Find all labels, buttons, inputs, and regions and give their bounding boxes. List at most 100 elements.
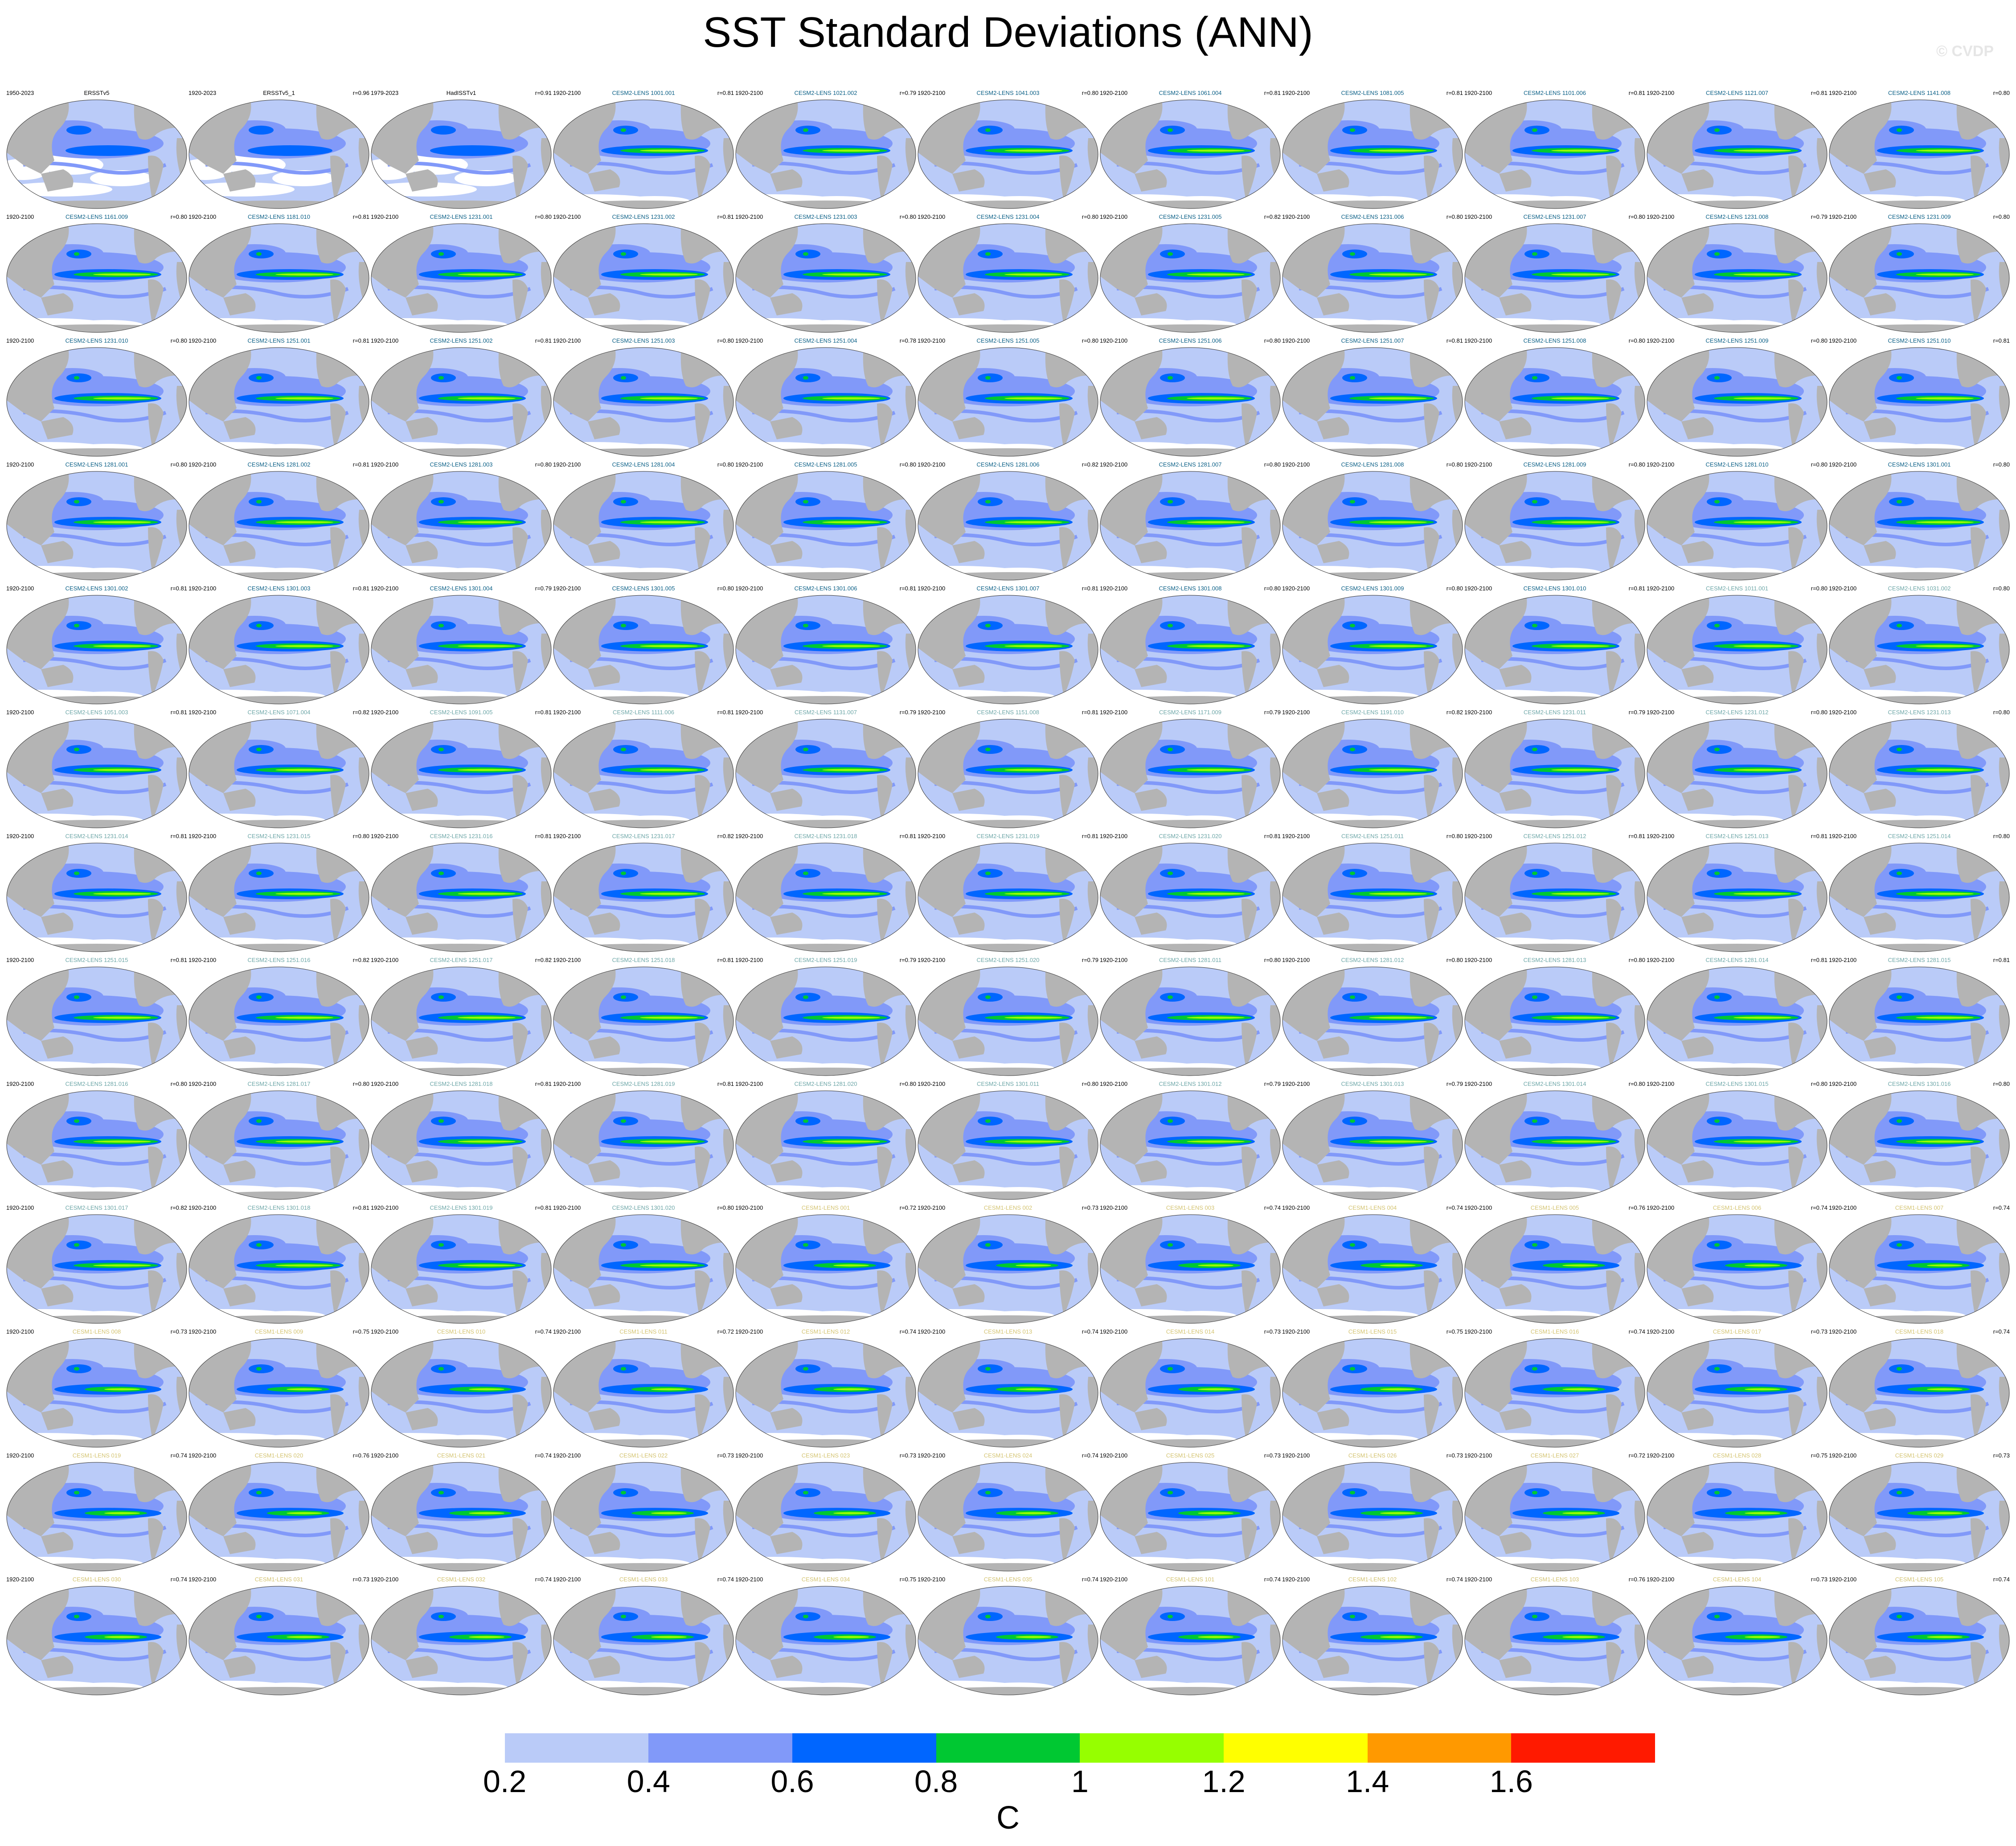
land-south-america	[1788, 1394, 1804, 1439]
panel-dataset-label: CESM2-LENS 1281.007	[1159, 461, 1222, 468]
land-australia	[588, 1532, 620, 1554]
panel-correlation-label: r=0.81	[1446, 337, 1463, 344]
land-antarctica	[7, 1315, 187, 1323]
map-border	[1464, 347, 1645, 457]
land-australia	[1864, 169, 1896, 192]
sst-map	[6, 843, 187, 952]
panel-header: 1920-2100 CESM2-LENS 1091.005 r=0.81	[370, 708, 553, 716]
map-border	[1829, 1214, 2010, 1324]
panel-period-label: 1920-2100	[1829, 1204, 1857, 1211]
map-border	[1282, 347, 1463, 457]
land-antarctica	[553, 1191, 733, 1199]
panel-grid: 1950-2023 ERSSTv5 1920-2023 ERSSTv5_1 r=0.96…	[5, 89, 2011, 1702]
sst-map	[1829, 843, 2010, 952]
map-panel: 1920-2100 CESM1-LENS 035 r=0.74	[917, 1576, 1099, 1699]
map-panel: 1920-2100 CESM1-LENS 021 r=0.74	[370, 1452, 553, 1576]
contour-0.8	[1168, 624, 1173, 627]
land-australia	[1135, 665, 1167, 687]
contour-1.0	[1004, 273, 1062, 276]
map-border	[1829, 595, 2010, 704]
map-border	[1647, 99, 1828, 209]
panel-header: 1920-2100 CESM1-LENS 014 r=0.73	[1099, 1328, 1282, 1336]
colorbar-tick-label: 0.8	[914, 1764, 958, 1799]
contour-0.8	[438, 1615, 444, 1618]
panel-dataset-label: CESM2-LENS 1011.001	[1706, 585, 1768, 592]
panel-period-label: 1920-2100	[553, 1452, 581, 1459]
land-australia	[1499, 1284, 1532, 1306]
panel-period-label: 1920-2100	[371, 1576, 399, 1583]
land-south-america	[695, 775, 710, 820]
map-panel: 1920-2100 CESM1-LENS 023 r=0.73	[734, 1452, 917, 1576]
panel-period-label: 1920-2100	[918, 90, 946, 96]
map-border	[371, 1214, 552, 1324]
panel-header: 1920-2100 CESM2-LENS 1301.016 r=0.80	[1828, 1080, 2011, 1088]
land-antarctica	[553, 944, 733, 952]
panel-correlation-label: r=0.80	[535, 461, 552, 468]
panel-correlation-label: r=0.74	[1446, 1576, 1463, 1583]
land-africa	[1452, 510, 1463, 559]
panel-period-label: 1920-2100	[1647, 1452, 1675, 1459]
land-australia	[1135, 789, 1167, 811]
contour-atlantic	[539, 1475, 544, 1484]
contour-1.0	[1551, 521, 1609, 524]
sst-map	[1829, 1214, 2010, 1324]
panel-period-label: 1920-2100	[371, 1328, 399, 1335]
panel-period-label: 1920-2100	[1647, 337, 1675, 344]
land-south-america	[148, 1394, 164, 1439]
contour-1.0	[1927, 1636, 1963, 1638]
sst-map	[735, 595, 916, 704]
land-africa	[1452, 1129, 1463, 1178]
land-africa	[1816, 262, 1827, 311]
land-south-america	[1788, 899, 1804, 944]
land-africa	[1999, 1253, 2009, 1302]
panel-correlation-label: r=0.80	[1446, 213, 1463, 220]
land-south-america	[148, 1146, 164, 1191]
sst-map	[553, 1090, 734, 1200]
contour-1.0	[833, 1636, 869, 1638]
sst-map	[1829, 1462, 2010, 1572]
panel-dataset-label: ERSSTv5_1	[263, 90, 295, 96]
sst-map	[6, 966, 187, 1076]
land-south-america	[330, 1023, 346, 1068]
land-south-america	[1242, 1023, 1257, 1068]
land-south-america	[1606, 651, 1622, 696]
land-antarctica	[1829, 1191, 2009, 1199]
contour-1.0	[651, 1636, 687, 1638]
land-australia	[406, 789, 438, 811]
panel-period-label: 1920-2100	[1464, 709, 1492, 716]
map-panel: 1920-2100 CESM2-LENS 1001.001 r=0.81	[552, 89, 735, 213]
contour-0.8	[1350, 995, 1355, 999]
land-australia	[952, 417, 985, 439]
panel-header: 1920-2100 CESM2-LENS 1281.008 r=0.80	[1281, 461, 1464, 469]
panel-dataset-label: CESM1-LENS 020	[254, 1452, 303, 1459]
panel-correlation-label: r=0.81	[352, 585, 369, 592]
panel-correlation-label: r=0.74	[1993, 1328, 2010, 1335]
panel-dataset-label: CESM2-LENS 1191.010	[1341, 709, 1404, 716]
panel-correlation-label: r=0.81	[1446, 90, 1463, 96]
panel-header: 1920-2100 CESM2-LENS 1301.007 r=0.81	[917, 585, 1099, 593]
panel-period-label: 1920-2100	[735, 585, 763, 592]
land-south-america	[877, 899, 893, 944]
panel-correlation-label: r=0.81	[717, 1081, 734, 1087]
contour-atlantic	[1086, 112, 1091, 121]
land-africa	[176, 1005, 187, 1054]
panel-period-label: 1920-2100	[918, 957, 946, 963]
panel-correlation-label: r=0.80	[1264, 461, 1281, 468]
sst-map	[6, 719, 187, 828]
map-panel: 1920-2100 CESM2-LENS 1281.009 r=0.80	[1463, 461, 1646, 585]
land-australia	[1135, 169, 1167, 192]
map-border	[1829, 347, 2010, 457]
land-antarctica	[371, 1315, 551, 1323]
map-border	[371, 1090, 552, 1200]
contour-atlantic	[356, 732, 362, 741]
panel-header: 1920-2100 CESM1-LENS 006 r=0.74	[1646, 1204, 1828, 1212]
panel-header: 1920-2100 CESM2-LENS 1231.017 r=0.82	[552, 832, 735, 840]
land-africa	[1634, 510, 1645, 559]
contour-0.8	[438, 252, 444, 256]
land-antarctica	[918, 820, 1098, 828]
land-africa	[723, 386, 733, 435]
land-antarctica	[918, 448, 1098, 456]
land-antarctica	[1829, 201, 2009, 209]
land-south-america	[1424, 1394, 1439, 1439]
map-border	[1100, 966, 1281, 1076]
